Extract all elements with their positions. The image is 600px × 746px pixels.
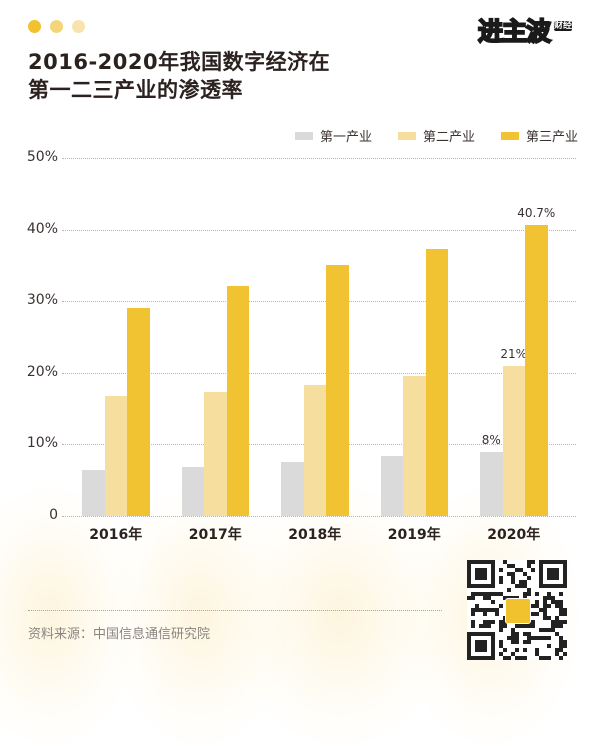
qr-code-icon <box>467 560 567 660</box>
title-line-2: 第一二三产业的渗透率 <box>28 78 243 102</box>
y-tick-label: 0 <box>49 507 58 523</box>
qr-logo-icon <box>505 598 531 624</box>
footer-divider <box>28 610 442 611</box>
title-line-1: 2016-2020年我国数字经济在 <box>28 50 331 74</box>
legend-item: 第一产业 <box>294 126 372 145</box>
dot-icon <box>50 20 63 33</box>
legend-item: 第二产业 <box>397 126 475 145</box>
brand-logo: 进主波 财经 <box>477 15 578 49</box>
data-label: 40.7% <box>517 205 556 220</box>
bar-2019年-第二产业 <box>403 376 426 516</box>
data-label: 8% <box>481 433 501 448</box>
legend-label: 第二产业 <box>422 130 475 145</box>
bar-chart: 0 10% 20% 30% 40% 50% 2016年 2017年 2018年 2019年 8% 21… <box>26 149 576 543</box>
legend: 第一产业 第二产业 第三产业 <box>294 126 578 145</box>
x-tick-label: 2020年 <box>487 527 541 543</box>
logo-text: 进主波 <box>477 16 552 47</box>
gridline <box>62 516 576 517</box>
gridline <box>62 158 576 159</box>
bar-2018年-第一产业 <box>281 461 304 516</box>
legend-swatch-icon <box>500 131 519 140</box>
source-note: 资料来源：中国信息通信研究院 <box>28 627 211 642</box>
dot-icon <box>28 20 41 33</box>
gridline <box>62 301 576 303</box>
x-tick-label: 2016年 <box>89 527 143 543</box>
legend-item: 第三产业 <box>500 126 578 145</box>
bar-2018年-第二产业 <box>303 384 326 516</box>
dot-icon <box>72 20 85 33</box>
x-tick-label: 2017年 <box>188 527 242 543</box>
x-tick-label: 2019年 <box>387 527 441 543</box>
data-label: 21% <box>500 346 528 361</box>
chart-title: 2016-2020年我国数字经济在 第一二三产业的渗透率 <box>28 48 330 104</box>
gridline <box>62 372 576 374</box>
bar-2017年-第三产业 <box>226 286 249 516</box>
y-tick-label: 20% <box>26 363 58 380</box>
bar-2020年-第三产业 <box>525 224 548 516</box>
logo-sub: 财经 <box>554 21 573 31</box>
bar-2017年-第二产业 <box>204 392 227 516</box>
bar-2016年-第二产业 <box>104 395 127 516</box>
bar-2017年-第一产业 <box>181 467 204 516</box>
x-tick-label: 2018年 <box>288 527 342 543</box>
y-tick-label: 30% <box>26 292 58 309</box>
y-tick-label: 50% <box>26 149 58 165</box>
y-tick-label: 10% <box>26 435 58 452</box>
gridline <box>62 229 576 231</box>
bar-2016年-第一产业 <box>82 470 105 516</box>
bar-2020年-第二产业 <box>502 365 525 516</box>
decorative-dots <box>28 20 85 33</box>
bar-2016年-第三产业 <box>127 308 150 516</box>
legend-label: 第一产业 <box>319 130 372 145</box>
bar-2019年-第三产业 <box>425 248 448 516</box>
bar-2018年-第三产业 <box>326 265 349 516</box>
bar-2020年-第一产业 <box>480 452 503 516</box>
legend-swatch-icon <box>294 131 313 140</box>
y-tick-label: 40% <box>26 220 58 237</box>
legend-label: 第三产业 <box>525 130 578 145</box>
legend-swatch-icon <box>397 131 416 140</box>
bar-2019年-第一产业 <box>380 455 403 516</box>
